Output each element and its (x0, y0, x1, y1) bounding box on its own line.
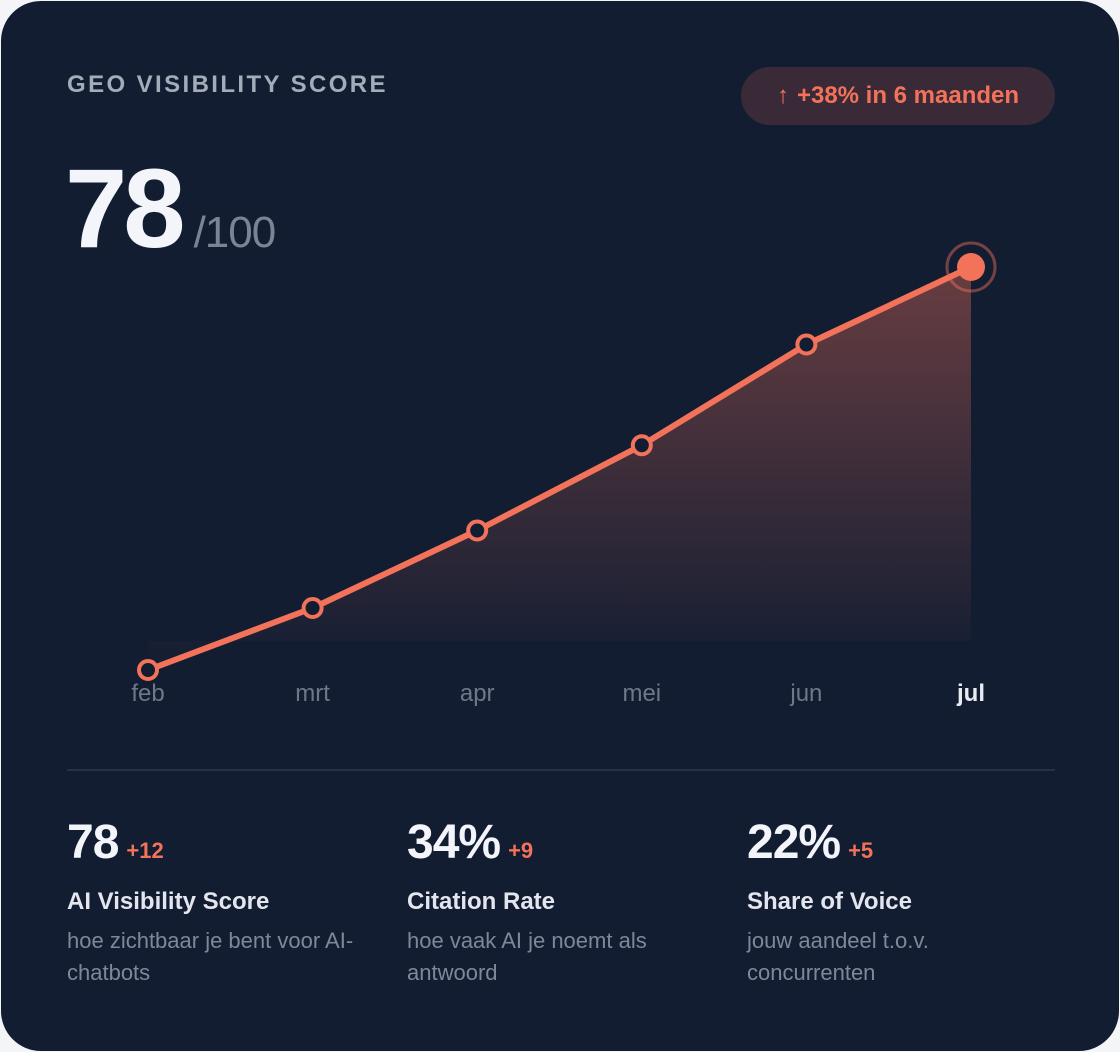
x-tick-label: jul (956, 680, 985, 707)
metric-description: jouw aandeel t.o.v. concurrenten (747, 928, 929, 985)
x-tick-label: mrt (295, 680, 330, 707)
chart-point-halo (945, 241, 997, 293)
arrow-up-icon: ↑ (776, 82, 789, 109)
metric-value: 34% (407, 816, 501, 869)
chart-point (795, 333, 818, 356)
trend-badge: ↑ +38% in 6 maanden (741, 67, 1055, 125)
chart-area-fill (148, 267, 971, 670)
chart-point-highlight (957, 253, 985, 281)
score-display: 78 /100 (65, 146, 277, 271)
metric-description: hoe vaak AI je noemt als antwoord (407, 928, 647, 985)
chart-point (466, 519, 489, 542)
metric-value: 78 (67, 816, 119, 869)
section-divider (67, 769, 1055, 771)
metric-label: Citation Rate (407, 888, 556, 915)
x-tick-label: apr (460, 680, 495, 707)
metric-delta: +12 (126, 838, 164, 863)
card-title: GEO VISIBILITY SCORE (67, 71, 388, 98)
visibility-trend-chart: feb mrt apr mei jun jul (131, 241, 997, 707)
chart-point (137, 659, 159, 681)
metric-label: AI Visibility Score (67, 888, 270, 915)
metric-delta: +9 (508, 838, 534, 863)
chart-point (301, 597, 324, 619)
metric-ai-visibility: 78 +12 AI Visibility Score hoe zichtbaar… (67, 817, 367, 989)
chart-point (630, 434, 653, 457)
score-max: /100 (193, 208, 277, 257)
metric-value: 22% (747, 816, 841, 869)
score-value: 78 (65, 146, 186, 271)
metric-label: Share of Voice (747, 888, 912, 915)
x-tick-label: feb (131, 680, 164, 707)
metric-delta: +5 (848, 838, 874, 863)
metric-citation-rate: 34% +9 Citation Rate hoe vaak AI je noem… (407, 817, 707, 989)
x-tick-label: jun (789, 680, 822, 707)
trend-badge-text: +38% in 6 maanden (796, 82, 1020, 109)
x-tick-label: mei (622, 680, 661, 707)
chart-line (145, 264, 974, 673)
metric-description: hoe zichtbaar je bent voor AI-chatbots (67, 928, 354, 985)
metric-share-of-voice: 22% +5 Share of Voice jouw aandeel t.o.v… (747, 817, 1047, 989)
